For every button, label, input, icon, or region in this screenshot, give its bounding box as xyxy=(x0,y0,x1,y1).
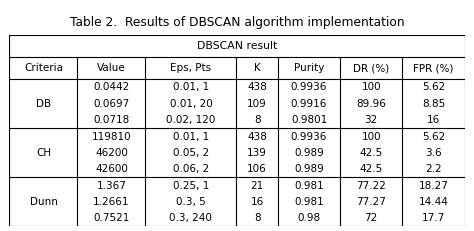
Text: Purity: Purity xyxy=(294,63,324,73)
Text: 0.9936: 0.9936 xyxy=(291,82,327,92)
Text: 0.3, 240: 0.3, 240 xyxy=(170,213,212,223)
Text: Dunn: Dunn xyxy=(29,197,57,207)
Text: 3.6: 3.6 xyxy=(425,148,442,158)
Text: 72: 72 xyxy=(365,213,378,223)
Text: 0.01, 20: 0.01, 20 xyxy=(170,99,212,109)
Text: K: K xyxy=(254,63,261,73)
Text: DR (%): DR (%) xyxy=(353,63,389,73)
Text: 0.9916: 0.9916 xyxy=(291,99,327,109)
Text: 46200: 46200 xyxy=(95,148,128,158)
Text: Table 2.  Results of DBSCAN algorithm implementation: Table 2. Results of DBSCAN algorithm imp… xyxy=(70,16,404,29)
Text: 2.2: 2.2 xyxy=(425,164,442,174)
Text: 0.25, 1: 0.25, 1 xyxy=(173,181,209,191)
Text: 1.2661: 1.2661 xyxy=(93,197,130,207)
Text: 5.62: 5.62 xyxy=(422,82,445,92)
Text: 0.98: 0.98 xyxy=(298,213,320,223)
Text: 139: 139 xyxy=(247,148,267,158)
Text: Criteria: Criteria xyxy=(24,63,63,73)
Text: 0.981: 0.981 xyxy=(294,181,324,191)
Text: 438: 438 xyxy=(247,82,267,92)
Text: 0.0718: 0.0718 xyxy=(93,115,129,125)
Text: 0.01, 1: 0.01, 1 xyxy=(173,82,209,92)
Text: 0.3, 5: 0.3, 5 xyxy=(176,197,206,207)
Text: 77.22: 77.22 xyxy=(356,181,386,191)
Text: 42600: 42600 xyxy=(95,164,128,174)
Text: 0.0697: 0.0697 xyxy=(93,99,129,109)
Text: DBSCAN result: DBSCAN result xyxy=(197,41,277,51)
Text: 109: 109 xyxy=(247,99,267,109)
Text: 17.7: 17.7 xyxy=(422,213,445,223)
Text: 77.27: 77.27 xyxy=(356,197,386,207)
Text: 89.96: 89.96 xyxy=(356,99,386,109)
Text: 0.05, 2: 0.05, 2 xyxy=(173,148,209,158)
Text: 14.44: 14.44 xyxy=(419,197,448,207)
Text: 100: 100 xyxy=(361,82,381,92)
Text: 119810: 119810 xyxy=(91,131,131,142)
Text: 21: 21 xyxy=(251,181,264,191)
Text: 106: 106 xyxy=(247,164,267,174)
Text: CH: CH xyxy=(36,148,51,158)
Text: 1.367: 1.367 xyxy=(97,181,127,191)
Text: FPR (%): FPR (%) xyxy=(413,63,454,73)
Text: 0.989: 0.989 xyxy=(294,164,324,174)
Text: 100: 100 xyxy=(361,131,381,142)
Text: 0.02, 120: 0.02, 120 xyxy=(166,115,216,125)
Text: 8: 8 xyxy=(254,213,261,223)
Text: 0.06, 2: 0.06, 2 xyxy=(173,164,209,174)
Text: 0.7521: 0.7521 xyxy=(93,213,129,223)
Text: 16: 16 xyxy=(251,197,264,207)
Text: 0.9936: 0.9936 xyxy=(291,131,327,142)
Text: 16: 16 xyxy=(427,115,440,125)
Text: Value: Value xyxy=(97,63,126,73)
Text: 8: 8 xyxy=(254,115,261,125)
Text: 42.5: 42.5 xyxy=(360,164,383,174)
Text: 438: 438 xyxy=(247,131,267,142)
Text: 18.27: 18.27 xyxy=(419,181,448,191)
Text: 5.62: 5.62 xyxy=(422,131,445,142)
Text: 32: 32 xyxy=(365,115,378,125)
Text: 0.981: 0.981 xyxy=(294,197,324,207)
Text: 42.5: 42.5 xyxy=(360,148,383,158)
Text: 0.9801: 0.9801 xyxy=(291,115,327,125)
Text: 0.01, 1: 0.01, 1 xyxy=(173,131,209,142)
Text: 0.989: 0.989 xyxy=(294,148,324,158)
Text: 0.0442: 0.0442 xyxy=(93,82,129,92)
Text: DB: DB xyxy=(36,99,51,109)
Text: 8.85: 8.85 xyxy=(422,99,445,109)
Text: Eps, Pts: Eps, Pts xyxy=(170,63,211,73)
